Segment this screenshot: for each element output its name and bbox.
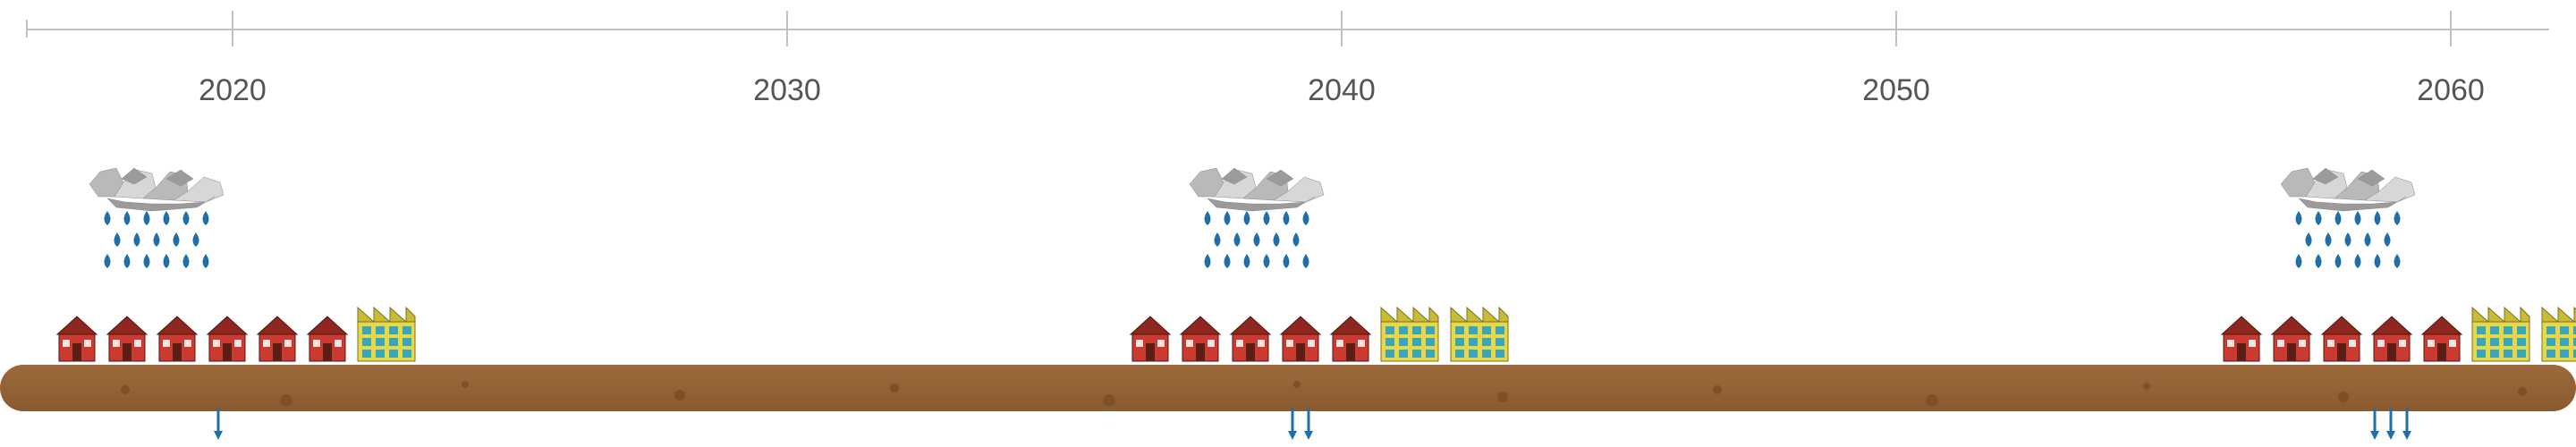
factory-icon [2538, 299, 2576, 367]
house-icon [154, 313, 200, 367]
factory-icon [354, 299, 419, 367]
house-icon [1127, 313, 1174, 367]
ground-pebble [1103, 394, 1115, 407]
factory-icon [2469, 299, 2533, 367]
house-icon [2419, 313, 2465, 367]
house-icon [54, 313, 100, 367]
ground-pebble [674, 390, 685, 401]
timeline-year-label: 2030 [753, 73, 821, 108]
house-icon [1227, 313, 1274, 367]
ground-pebble [1293, 381, 1301, 388]
rain-drops-icon [98, 209, 216, 289]
ground-pebble [2518, 387, 2527, 396]
ground-pebble [1926, 394, 1938, 407]
infiltration-arrow-icon [212, 406, 225, 442]
ground-pebble [121, 385, 130, 394]
house-icon [2218, 313, 2265, 367]
rain-drops-icon [2290, 209, 2408, 289]
infiltration-arrow-icon [2368, 406, 2413, 442]
house-icon [2368, 313, 2415, 367]
ground-pebble [2338, 392, 2349, 402]
ground-pebble [462, 381, 469, 388]
timeline-year-label: 2040 [1308, 73, 1376, 108]
factory-icon [1377, 299, 1442, 367]
house-icon [1327, 313, 1374, 367]
timeline-diagram: 2020 2030 2040 2050 2060 [0, 0, 2576, 447]
ground-strip [0, 365, 2576, 411]
house-icon [204, 313, 250, 367]
house-icon [2268, 313, 2315, 367]
timeline-year-label: 2060 [2417, 73, 2485, 108]
house-icon [1277, 313, 1324, 367]
ground-pebble [1713, 385, 1722, 394]
timeline-tick [786, 11, 788, 46]
timeline-tick [2450, 11, 2452, 46]
house-icon [2318, 313, 2365, 367]
house-icon [1177, 313, 1224, 367]
timeline-tick [232, 11, 233, 46]
house-icon [254, 313, 301, 367]
timeline-year-label: 2050 [1862, 73, 1930, 108]
infiltration-arrow-icon [1286, 406, 1315, 442]
ground-pebble [2143, 383, 2150, 390]
timeline-tick [1895, 11, 1897, 46]
ground-pebble [890, 384, 899, 392]
rain-drops-icon [1199, 209, 1317, 289]
ground-pebble [1497, 392, 1508, 402]
timeline-axis [27, 29, 2549, 30]
house-icon [104, 313, 150, 367]
timeline-tick [26, 20, 28, 38]
house-icon [304, 313, 351, 367]
ground-pebble [280, 394, 292, 407]
factory-icon [1447, 299, 1512, 367]
timeline-year-label: 2020 [199, 73, 267, 108]
timeline-tick [1341, 11, 1343, 46]
